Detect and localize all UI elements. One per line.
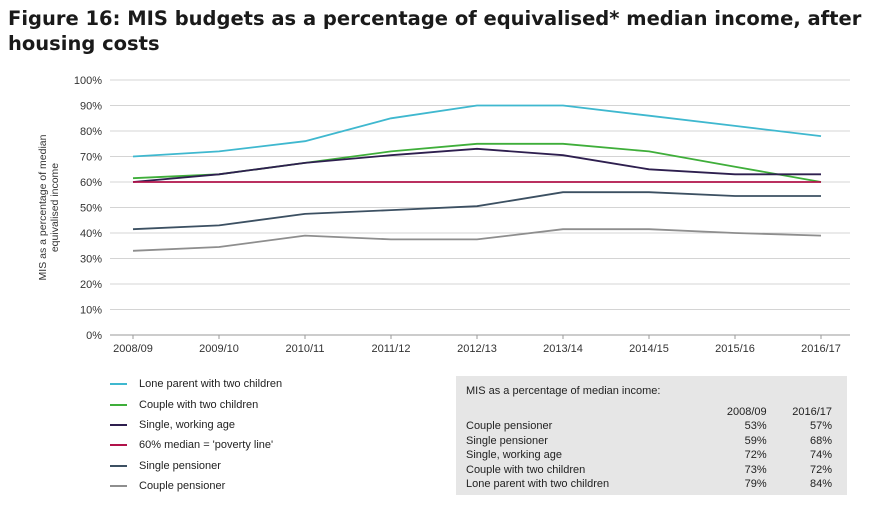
series-lines (132, 104, 822, 252)
legend-label: Couple with two children (139, 398, 259, 411)
x-tick-label: 2013/14 (543, 343, 583, 355)
x-tick-label: 2011/12 (372, 343, 411, 355)
table-cell: 74% (809, 449, 832, 462)
y-tick-label: 0% (86, 330, 102, 342)
table-row: Lone parent with two children 79% 84% (466, 477, 832, 491)
table-col-header-2016: 2016/17 (792, 406, 832, 418)
table-row: Couple with two children 73% 72% (466, 463, 832, 477)
table-row: Single, working age 72% 74% (466, 448, 832, 462)
legend-swatch (110, 485, 127, 488)
y-tick-label: 70% (80, 152, 102, 164)
table-cell: 79% (744, 478, 767, 491)
table-header-row: 2008/09 2016/17 (466, 405, 832, 419)
table-cell: 72% (744, 449, 767, 462)
gridlines (110, 79, 850, 339)
y-tick-label: 40% (80, 228, 102, 240)
x-tick-label: 2014/15 (629, 343, 669, 355)
x-tick-label: 2010/11 (286, 343, 325, 355)
x-tick-label: 2016/17 (801, 343, 841, 355)
table-row-label: Couple pensioner (466, 420, 553, 433)
y-tick-label: 100% (74, 75, 102, 87)
table-col-header-2008: 2008/09 (726, 406, 767, 418)
summary-table-heading: MIS as a percentage of median income: (466, 385, 661, 397)
legend: Lone parent with two children Couple wit… (110, 374, 430, 496)
y-tick-label: 20% (80, 279, 102, 291)
y-axis-label: MIS as a percentage of medianequivalised… (37, 134, 61, 280)
y-tick-label: 30% (80, 254, 102, 266)
table-row-label: Single pensioner (466, 434, 548, 447)
summary-table-box: MIS as a percentage of median income: 20… (456, 376, 847, 495)
chart-title: Figure 16: MIS budgets as a percentage o… (8, 7, 862, 55)
x-tick-label: 2015/16 (715, 343, 755, 355)
series-line-lone-parent-with-two-children (132, 104, 822, 158)
legend-swatch (110, 444, 127, 447)
series-line-single-pensioner (132, 191, 821, 231)
table-row-label: Single, working age (466, 449, 563, 462)
legend-item: Single, working age (110, 415, 430, 435)
table-row-label: Couple with two children (466, 463, 586, 476)
series-line-couple-pensioner (132, 228, 822, 252)
legend-swatch (110, 383, 127, 386)
series-line-single-working-age (132, 147, 821, 183)
table-cell: 72% (809, 463, 832, 476)
legend-swatch (110, 423, 127, 426)
y-tick-labels: 0% 10% 20% 30% 40% 50% 60% 70% 80% 90% 100% (74, 75, 102, 342)
legend-label: Single pensioner (139, 459, 221, 472)
y-tick-label: 90% (80, 101, 102, 113)
y-tick-label: 80% (80, 126, 102, 138)
y-tick-label: 50% (80, 203, 102, 215)
x-tick-label: 2012/13 (457, 343, 497, 355)
legend-item: Single pensioner (110, 456, 430, 476)
table-cell: 57% (809, 420, 832, 433)
x-tick-label: 2009/10 (199, 343, 239, 355)
table-row: Single pensioner 59% 68% (466, 434, 832, 448)
table-cell: 84% (809, 478, 832, 491)
y-tick-label: 60% (80, 177, 102, 189)
legend-item: Couple with two children (110, 394, 430, 414)
y-tick-label: 10% (80, 305, 102, 317)
line-chart: 0% 10% 20% 30% 40% 50% 60% 70% 80% 90% 100% 2008/0… (37, 75, 850, 355)
summary-table: 2008/09 2016/17 Couple pensioner 53% 57%… (466, 405, 832, 491)
table-cell: 68% (809, 434, 832, 447)
table-row-label: Lone parent with two children (466, 478, 610, 491)
legend-swatch (110, 464, 127, 467)
x-tick-labels: 2008/09 2009/10 2010/11 2011/12 2012/13 2013/… (113, 343, 841, 355)
legend-swatch (110, 403, 127, 406)
legend-label: Couple pensioner (139, 480, 226, 493)
legend-label: Lone parent with two children (139, 378, 283, 391)
legend-label: Single, working age (139, 418, 236, 431)
table-header-blank (466, 405, 701, 419)
legend-item: 60% median = 'poverty line' (110, 435, 430, 455)
x-tick-label: 2008/09 (113, 343, 153, 355)
table-row: Couple pensioner 53% 57% (466, 419, 832, 433)
legend-label: 60% median = 'poverty line' (139, 439, 274, 452)
table-cell: 53% (744, 420, 767, 433)
legend-item: Lone parent with two children (110, 374, 430, 394)
table-cell: 59% (744, 434, 767, 447)
legend-item: Couple pensioner (110, 476, 430, 496)
table-cell: 73% (744, 463, 767, 476)
